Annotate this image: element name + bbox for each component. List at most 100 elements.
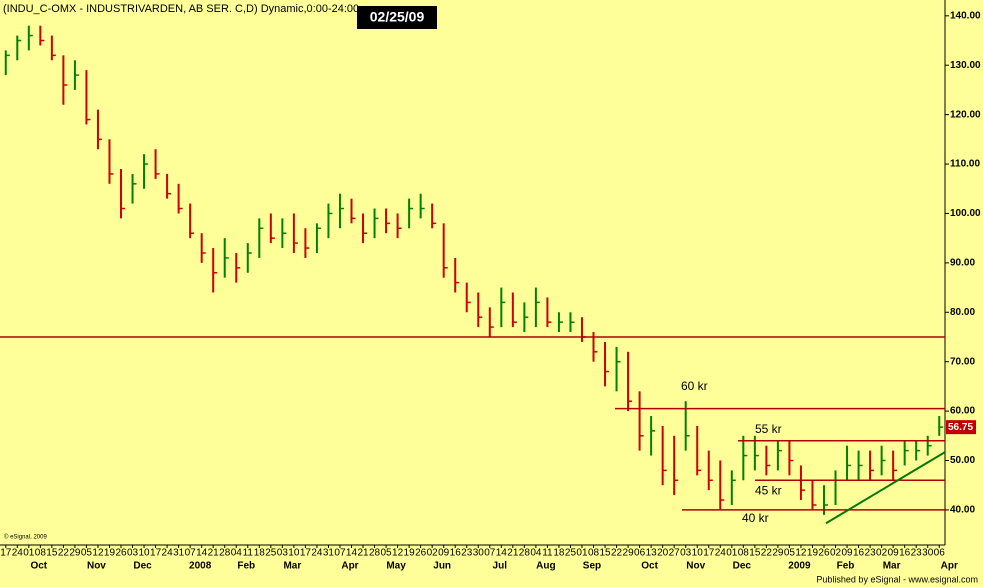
support-label: 55 kr (755, 422, 782, 436)
y-tick-label: 50.00 (950, 455, 975, 466)
x-tick-label: 10 (692, 548, 704, 559)
x-tick-label: 04 (530, 548, 542, 559)
x-tick-label: 01 (576, 548, 588, 559)
month-label: Nov (87, 561, 106, 572)
y-tick-label: 100.00 (950, 208, 981, 219)
x-tick-label: 02 (830, 548, 842, 559)
x-tick-label: 16 (899, 548, 911, 559)
x-tick-label: 29 (772, 548, 784, 559)
x-tick-label: 04 (231, 548, 243, 559)
support-label: 40 kr (742, 511, 769, 525)
x-tick-label: 14 (496, 548, 508, 559)
date-box-text: 02/25/09 (370, 9, 425, 25)
x-tick-label: 01 (726, 548, 738, 559)
x-tick-label: 24 (311, 548, 323, 559)
x-tick-label: 30 (922, 548, 934, 559)
month-label: Feb (237, 561, 255, 572)
y-tick-label: 60.00 (950, 406, 975, 417)
x-tick-label: 29 (623, 548, 635, 559)
month-label: May (386, 561, 406, 572)
x-tick-label: 12 (795, 548, 807, 559)
x-tick-label: 24 (12, 548, 24, 559)
x-tick-label: 31 (323, 548, 335, 559)
x-tick-label: 25 (265, 548, 277, 559)
y-tick-label: 70.00 (950, 356, 975, 367)
x-tick-label: 20 (657, 548, 669, 559)
x-tick-label: 15 (599, 548, 611, 559)
x-tick-label: 23 (865, 548, 877, 559)
x-tick-label: 21 (208, 548, 220, 559)
month-label: Apr (341, 561, 358, 572)
x-tick-label: 10 (138, 548, 150, 559)
x-tick-label: 19 (807, 548, 819, 559)
x-tick-label: 21 (357, 548, 369, 559)
x-tick-label: 07 (334, 548, 346, 559)
x-tick-label: 19 (404, 548, 416, 559)
y-tick-label: 80.00 (950, 307, 975, 318)
x-tick-label: 09 (888, 548, 900, 559)
x-tick-label: 07 (484, 548, 496, 559)
x-tick-label: 03 (680, 548, 692, 559)
last-price-box (946, 420, 976, 435)
y-tick-label: 130.00 (950, 60, 981, 71)
x-tick-label: 24 (162, 548, 174, 559)
y-tick-label: 90.00 (950, 258, 975, 269)
month-label: Apr (941, 561, 958, 572)
date-box (357, 6, 437, 29)
month-label: 2009 (788, 561, 811, 572)
x-tick-label: 02 (876, 548, 888, 559)
x-tick-label: 03 (277, 548, 289, 559)
x-tick-label: 26 (415, 548, 427, 559)
x-tick-label: 06 (634, 548, 646, 559)
x-tick-label: 28 (519, 548, 531, 559)
month-label: Nov (686, 561, 705, 572)
trend-line (825, 451, 946, 525)
x-tick-label: 17 (0, 548, 12, 559)
x-tick-label: 17 (300, 548, 312, 559)
month-label: Mar (883, 561, 901, 572)
x-tick-label: 05 (381, 548, 393, 559)
month-label: Mar (283, 561, 301, 572)
x-tick-label: 26 (818, 548, 830, 559)
x-tick-label: 02 (427, 548, 439, 559)
support-label: 60 kr (681, 379, 708, 393)
x-tick-label: 18 (254, 548, 266, 559)
month-label: Aug (536, 561, 555, 572)
month-label: Jul (493, 561, 508, 572)
x-tick-label: 15 (749, 548, 761, 559)
x-tick-label: 17 (703, 548, 715, 559)
footer: Published by eSignal - www.esignal.com (816, 574, 978, 584)
x-tick-label: 22 (58, 548, 70, 559)
x-tick-label: 12 (92, 548, 104, 559)
x-tick-label: 08 (588, 548, 600, 559)
x-tick-label: 09 (841, 548, 853, 559)
x-tick-label: 03 (127, 548, 139, 559)
y-tick-label: 120.00 (950, 109, 981, 120)
month-label: Sep (583, 561, 601, 572)
x-tick-label: 28 (219, 548, 231, 559)
x-tick-label: 10 (288, 548, 300, 559)
x-tick-label: 21 (507, 548, 519, 559)
month-label: 2008 (189, 561, 212, 572)
month-label: Oct (641, 561, 658, 572)
x-tick-label: 11 (243, 548, 254, 559)
x-tick-label: 08 (738, 548, 750, 559)
chart-title: (INDU_C-OMX - INDUSTRIVARDEN, AB SER. C,… (3, 3, 359, 15)
x-tick-label: 16 (450, 548, 462, 559)
x-tick-label: 17 (150, 548, 162, 559)
x-tick-label: 08 (35, 548, 47, 559)
x-tick-label: 28 (369, 548, 381, 559)
x-tick-label: 15 (46, 548, 58, 559)
x-tick-label: 31 (173, 548, 185, 559)
x-tick-label: 09 (438, 548, 450, 559)
x-tick-label: 14 (346, 548, 358, 559)
x-tick-label: 29 (69, 548, 81, 559)
x-tick-label: 25 (565, 548, 577, 559)
x-tick-label: 13 (646, 548, 658, 559)
x-tick-label: 06 (934, 548, 946, 559)
x-tick-label: 16 (853, 548, 865, 559)
x-tick-label: 30 (473, 548, 485, 559)
x-tick-label: 07 (185, 548, 197, 559)
x-tick-label: 18 (553, 548, 565, 559)
